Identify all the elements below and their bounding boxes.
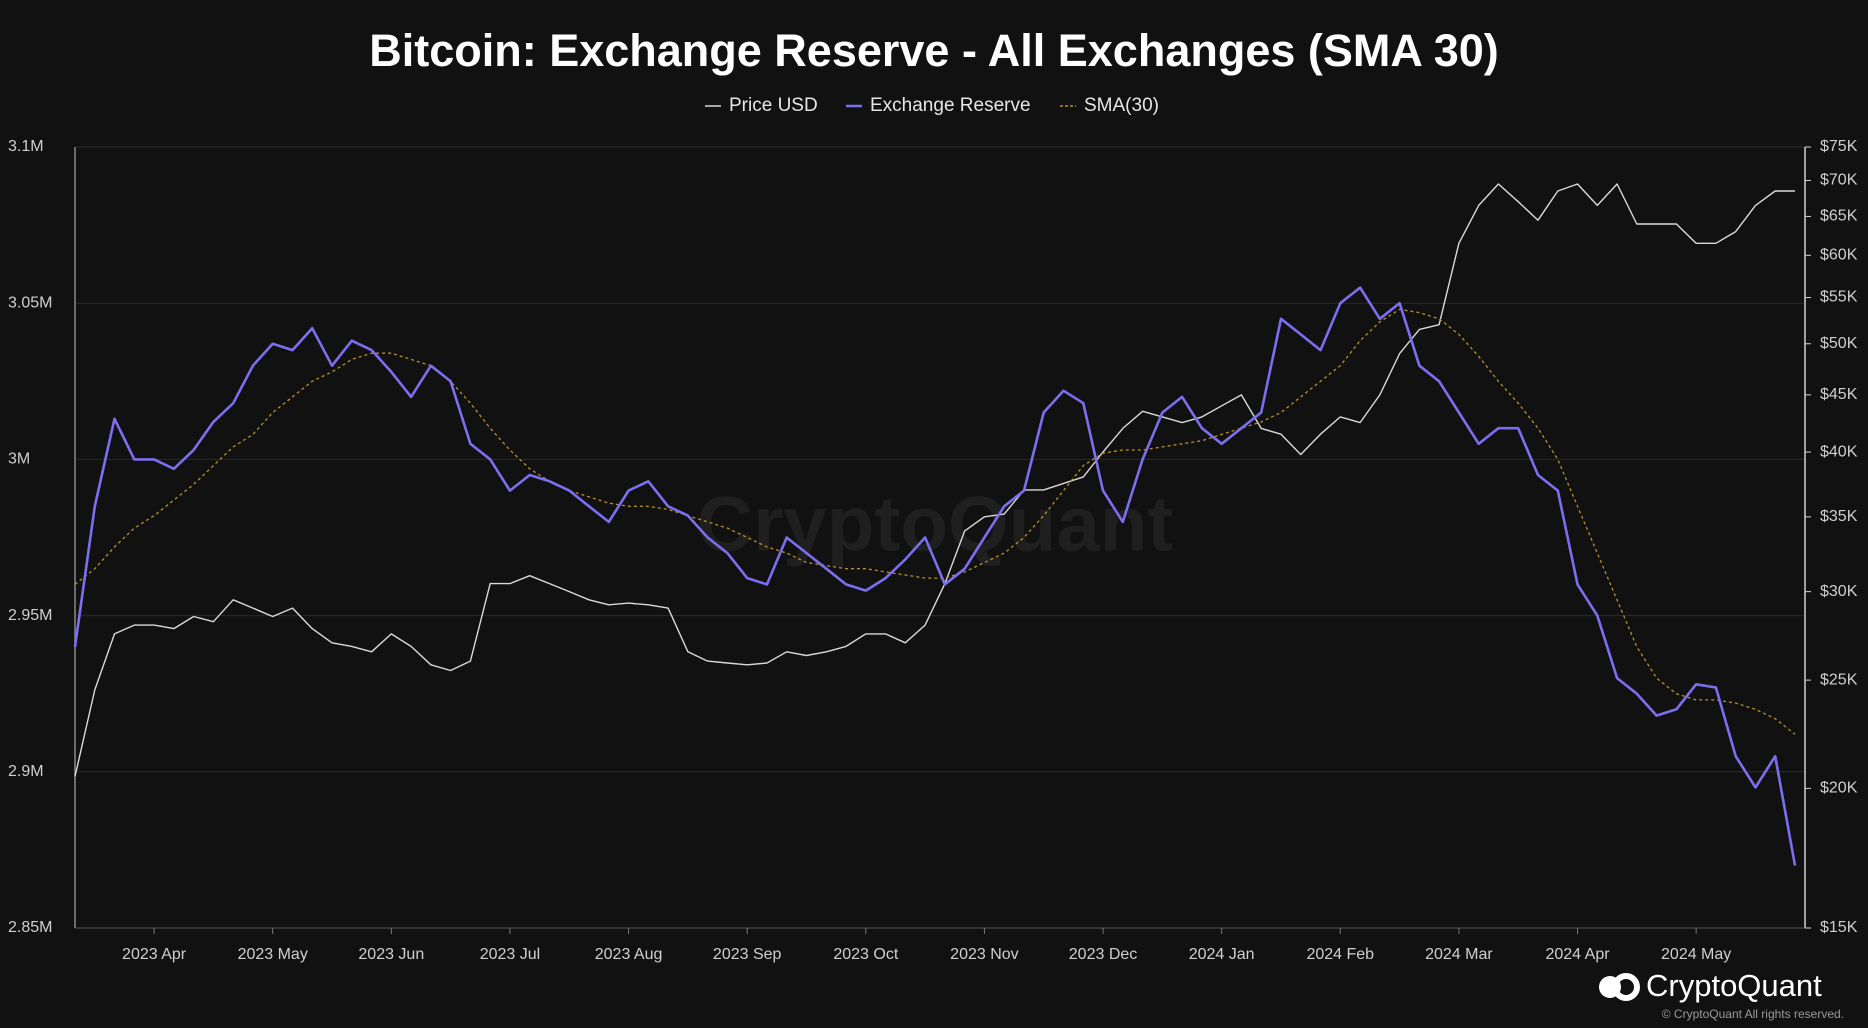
y-tick-label: 2.85M — [8, 919, 52, 936]
legend: Price USD Exchange Reserve SMA(30) — [705, 95, 1159, 116]
x-tick-label: 2024 Mar — [1425, 946, 1493, 963]
watermark: CryptoQuant — [697, 480, 1174, 568]
series-line — [74, 183, 1795, 777]
y-tick-label: 3.05M — [8, 294, 52, 311]
y2-tick-label: $30K — [1820, 583, 1858, 600]
logo-text: CryptoQuant — [1646, 968, 1822, 1003]
legend-label: Exchange Reserve — [870, 95, 1031, 116]
logo: CryptoQuant — [1599, 968, 1822, 1003]
y-tick-label: 2.95M — [8, 607, 52, 624]
y2-tick-label: $55K — [1820, 289, 1858, 306]
legend-label: Price USD — [729, 95, 818, 116]
y2-tick-label: $65K — [1820, 208, 1858, 225]
y2-tick-label: $35K — [1820, 508, 1858, 525]
x-tick-label: 2023 Jun — [358, 946, 424, 963]
y2-tick-label: $45K — [1820, 386, 1858, 403]
x-tick-label: 2023 Aug — [595, 946, 663, 963]
x-tick-label: 2023 Nov — [950, 946, 1019, 963]
x-tick-label: 2023 Dec — [1069, 946, 1138, 963]
y2-tick-label: $75K — [1820, 138, 1858, 155]
y2-tick-label: $40K — [1820, 443, 1858, 460]
chart-title: Bitcoin: Exchange Reserve - All Exchange… — [369, 25, 1499, 76]
x-tick-label: 2023 Oct — [833, 946, 898, 963]
x-tick-label: 2023 Sep — [713, 946, 782, 963]
x-tick-label: 2024 Feb — [1306, 946, 1374, 963]
y2-tick-label: $70K — [1820, 172, 1858, 189]
x-tick-label: 2024 May — [1661, 946, 1731, 963]
y2-tick-label: $25K — [1820, 671, 1858, 688]
y2-tick-label: $50K — [1820, 335, 1858, 352]
x-tick-label: 2023 May — [238, 946, 308, 963]
y-tick-label: 3.1M — [8, 138, 44, 155]
x-tick-label: 2023 Jul — [480, 946, 541, 963]
x-tick-label: 2023 Apr — [122, 946, 187, 963]
y2-tick-label: $15K — [1820, 919, 1858, 936]
y-tick-label: 2.9M — [8, 763, 44, 780]
y2-tick-label: $60K — [1820, 247, 1858, 264]
y-tick-label: 3M — [8, 451, 30, 468]
logo-ring — [1612, 973, 1640, 1001]
x-tick-label: 2024 Apr — [1545, 946, 1610, 963]
legend-label: SMA(30) — [1084, 95, 1159, 116]
series-line — [74, 308, 1796, 735]
x-tick-label: 2024 Jan — [1189, 946, 1255, 963]
y2-tick-label: $20K — [1820, 780, 1858, 797]
series-line — [73, 286, 1797, 866]
copyright: © CryptoQuant All rights reserved. — [1662, 1007, 1844, 1021]
